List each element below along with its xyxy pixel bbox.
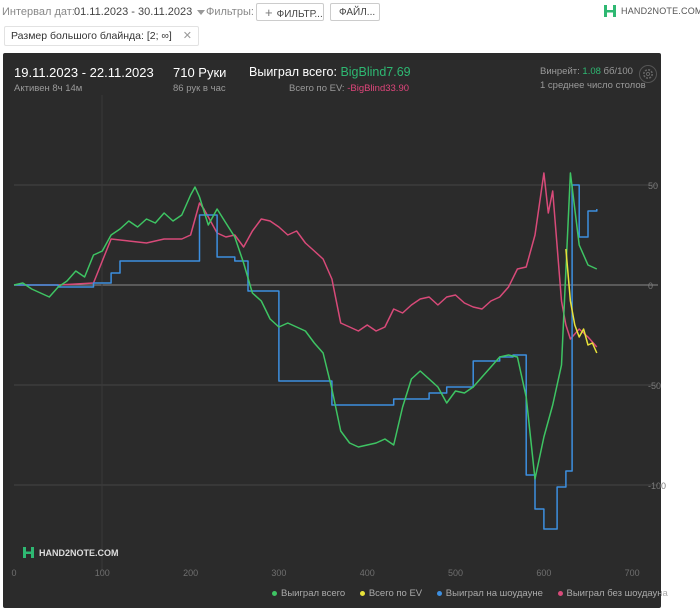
toolbar: Интервал дат: 01.11.2023 - 30.11.2023 Фи… xyxy=(0,0,700,26)
filter-button[interactable]: + ФИЛЬТР... xyxy=(256,3,324,21)
gear-icon xyxy=(643,69,653,79)
graph-panel: 19.11.2023 - 22.11.2023 Активен 8ч 14м 7… xyxy=(3,53,661,608)
legend-label: Выиграл без шоудауна xyxy=(566,588,668,599)
grid xyxy=(14,95,658,572)
filter-chip-label: Размер большого блайнда: [2; ∞] xyxy=(11,30,172,42)
winrate-value: 1.08 xyxy=(582,66,601,77)
x-tick-label: 300 xyxy=(271,568,286,578)
legend-item-won[interactable]: Выиграл всего xyxy=(272,588,345,599)
legend-dot xyxy=(436,590,442,596)
hands-count: 710 Руки xyxy=(173,65,227,80)
logo-icon xyxy=(604,5,616,17)
won-label: Выиграл всего: xyxy=(249,65,337,79)
won-line xyxy=(13,172,598,480)
x-tick-label: 500 xyxy=(448,568,463,578)
tables-count: 1 среднее число столов xyxy=(540,80,646,91)
watermark: HAND2NOTE.COM xyxy=(22,546,119,559)
logo-text: HAND2NOTE.COM xyxy=(621,6,700,16)
filters-label: Фильтры: xyxy=(206,6,254,18)
series xyxy=(13,172,598,530)
plus-icon: + xyxy=(265,5,273,20)
winrate: Винрейт: 1.08 бб/100 xyxy=(540,66,633,77)
watermark-text: HAND2NOTE.COM xyxy=(39,547,119,558)
filter-button-label: ФИЛЬТР... xyxy=(276,9,323,20)
settings-button[interactable] xyxy=(639,65,657,83)
legend-dot xyxy=(272,590,277,596)
legend-label: Выиграл на шоудауне xyxy=(445,588,543,599)
ev-label: Всего по EV: xyxy=(289,83,345,94)
x-tick-label: 600 xyxy=(536,568,551,578)
legend-item-showdown[interactable]: Выиграл на шоудауне xyxy=(436,588,543,599)
y-tick-label: -100 xyxy=(648,481,666,491)
x-tick-label: 200 xyxy=(183,568,198,578)
date-range: 19.11.2023 - 22.11.2023 xyxy=(14,65,154,80)
watermark-logo-icon xyxy=(23,547,34,558)
hands-per-hour: 86 рук в час xyxy=(173,83,226,94)
x-tick-label: 100 xyxy=(95,568,110,578)
legend-item-ev[interactable]: Всего по EV xyxy=(359,588,423,599)
interval-label: Интервал дат: xyxy=(2,6,75,18)
interval-value: 01.11.2023 - 30.11.2023 xyxy=(74,6,193,18)
legend-dot xyxy=(359,590,365,596)
active-time: Активен 8ч 14м xyxy=(14,83,83,94)
ev-total: Всего по EV: -BigBlind33.90 xyxy=(289,83,409,94)
legend-item-nonshowdown[interactable]: Выиграл без шоудауна xyxy=(557,588,668,599)
x-tick-label: 400 xyxy=(360,568,375,578)
interval-dropdown[interactable]: 01.11.2023 - 30.11.2023 xyxy=(74,6,206,18)
legend-label: Выиграл всего xyxy=(281,588,346,599)
nonshowdown-line xyxy=(14,172,598,348)
x-tick-label: 0 xyxy=(11,568,16,578)
legend-label: Всего по EV xyxy=(368,588,423,599)
x-tick-label: 700 xyxy=(625,568,640,578)
file-button-label: ФАЙЛ... xyxy=(339,7,376,18)
close-icon[interactable]: ✕ xyxy=(182,30,192,42)
ev-line xyxy=(565,248,598,354)
showdown-line xyxy=(14,184,598,530)
won-total: Выиграл всего: BigBlind7.69 xyxy=(249,65,411,79)
y-tick-label: 0 xyxy=(648,281,653,291)
file-button[interactable]: ФАЙЛ... xyxy=(330,3,380,21)
winrate-label: Винрейт: xyxy=(540,66,580,77)
y-tick-label: -50 xyxy=(648,381,661,391)
chevron-down-icon xyxy=(197,9,206,15)
chart-legend: Выиграл всего Всего по EV Выиграл на шоу… xyxy=(272,588,680,599)
legend-dot xyxy=(557,590,563,596)
y-tick-label: 50 xyxy=(648,181,658,191)
logo: HAND2NOTE.COM xyxy=(603,4,700,18)
ev-value: -BigBlind33.90 xyxy=(347,83,410,94)
filter-chip[interactable]: Размер большого блайнда: [2; ∞] ✕ xyxy=(4,26,199,46)
won-value: BigBlind7.69 xyxy=(340,65,411,79)
winrate-unit: бб/100 xyxy=(603,66,633,77)
